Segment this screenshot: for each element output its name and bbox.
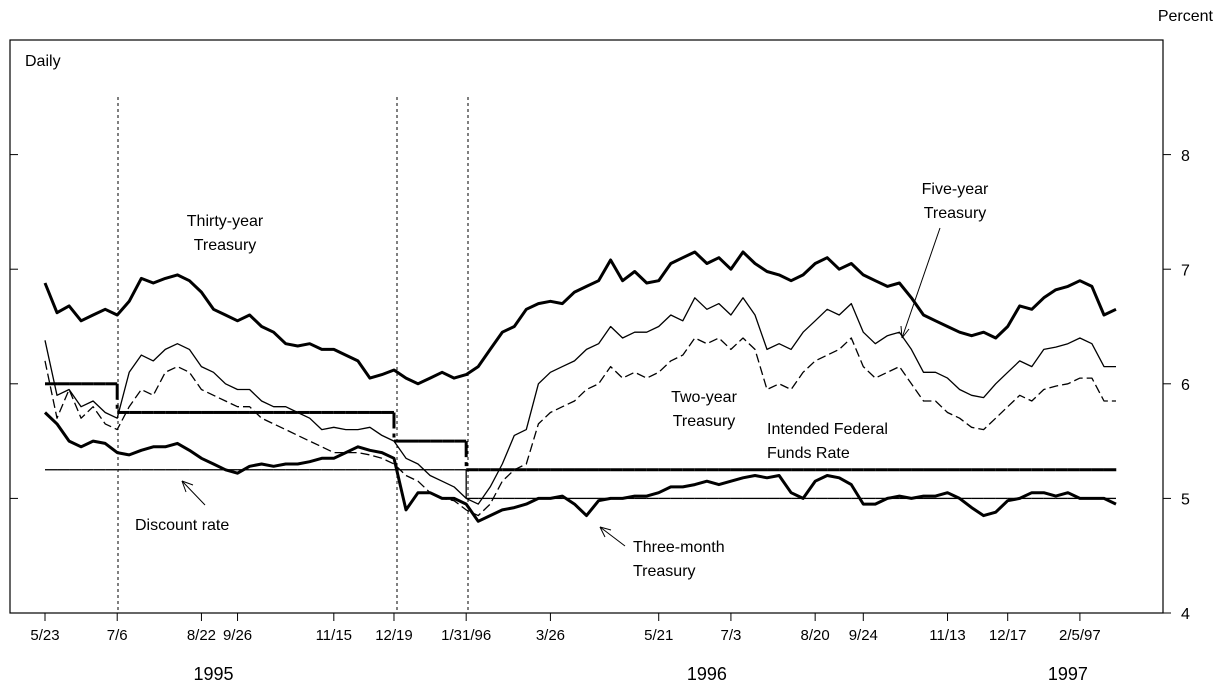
year-label: 1995 (193, 664, 233, 684)
arrow (901, 227, 941, 339)
annotation: Treasury (924, 205, 987, 222)
annotation: Intended Federal (767, 421, 888, 438)
year-label: 1997 (1048, 664, 1088, 684)
y-tick-label: 8 (1181, 148, 1190, 165)
x-tick-label: 12/19 (375, 627, 413, 644)
annotation: Treasury (633, 563, 696, 580)
x-tick-label: 8/20 (801, 627, 830, 644)
series-line (43, 411, 1117, 523)
x-tick-label: 2/5/97 (1059, 627, 1101, 644)
arrow (181, 480, 206, 506)
series-line (44, 297, 1116, 505)
annotation: Five-year (922, 181, 989, 198)
x-tick-label: 7/3 (720, 627, 741, 644)
arrow (599, 526, 626, 547)
annotation: Two-year (671, 389, 737, 406)
y-unit-label: Percent (1158, 8, 1214, 25)
x-tick-label: 11/15 (316, 627, 352, 644)
arrow-head (181, 480, 194, 493)
y-tick-label: 6 (1181, 377, 1190, 394)
x-tick-label: 12/17 (989, 627, 1027, 644)
x-tick-label: 9/24 (849, 627, 878, 644)
year-label: 1996 (687, 664, 727, 684)
x-tick-label: 8/22 (187, 627, 216, 644)
annotation: Three-month (633, 539, 725, 556)
frequency-label: Daily (25, 53, 61, 70)
x-tick-label: 1/31/96 (441, 627, 491, 644)
event-lines (117, 97, 469, 613)
annotation: Discount rate (135, 517, 229, 534)
y-tick-label: 4 (1181, 606, 1190, 623)
annotation: Treasury (194, 237, 257, 254)
y-tick-label: 5 (1181, 492, 1190, 509)
y-tick-label: 7 (1181, 262, 1190, 279)
series-line (43, 250, 1117, 386)
x-tick-label: 3/26 (536, 627, 565, 644)
x-tick-label: 7/6 (107, 627, 128, 644)
arrow-head (599, 526, 612, 538)
annotation: Thirty-year (187, 213, 264, 230)
x-tick-label: 5/21 (644, 627, 673, 644)
x-tick-label: 11/13 (929, 627, 965, 644)
series-line (44, 337, 1116, 517)
annotation: Funds Rate (767, 445, 850, 462)
annotation: Treasury (673, 413, 736, 430)
x-tick-label: 9/26 (223, 627, 252, 644)
x-tick-label: 5/23 (30, 627, 59, 644)
plot-frame (9, 39, 1164, 614)
